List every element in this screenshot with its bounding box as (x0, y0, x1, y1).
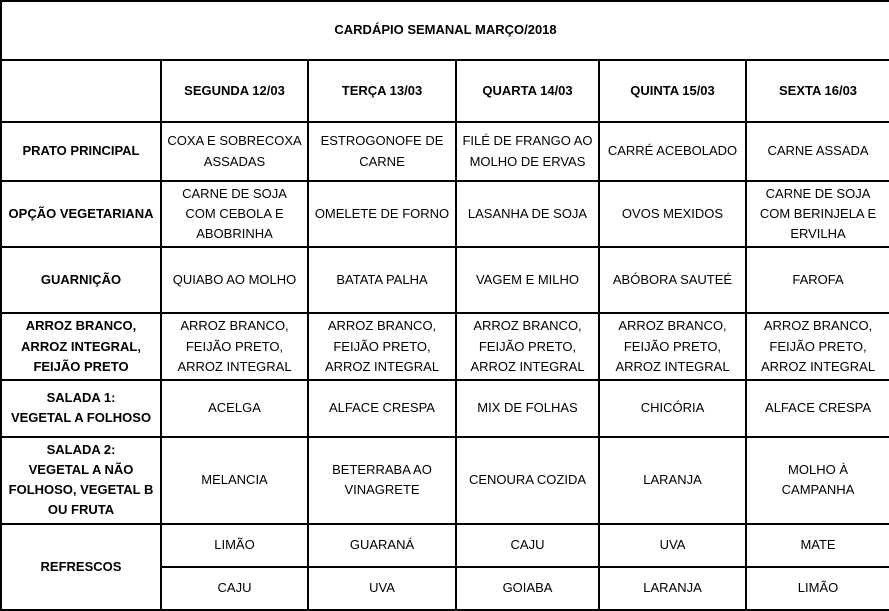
table-row-arroz-feijao: ARROZ BRANCO, ARROZ INTEGRAL, FEIJÃO PRE… (0, 312, 889, 381)
day-header-thursday: QUINTA 15/03 (598, 59, 747, 123)
menu-cell: QUIABO AO MOLHO (160, 246, 309, 315)
menu-cell: CAJU (455, 522, 600, 568)
row-label-salada-2: SALADA 2: VEGETAL A NÃO FOLHOSO, VEGETAL… (0, 435, 162, 525)
menu-cell: ALFACE CRESPA (744, 378, 889, 438)
row-label-arroz-feijao: ARROZ BRANCO, ARROZ INTEGRAL, FEIJÃO PRE… (0, 312, 162, 381)
menu-cell: MIX DE FOLHAS (455, 378, 600, 438)
day-header-friday: SEXTA 16/03 (744, 59, 889, 123)
menu-cell: ARROZ BRANCO, FEIJÃO PRETO, ARROZ INTEGR… (744, 312, 889, 381)
table-row-opcao-vegetariana: OPÇÃO VEGETARIANA CARNE DE SOJA COM CEBO… (0, 179, 889, 249)
menu-cell: OMELETE DE FORNO (307, 179, 457, 249)
menu-cell: VAGEM E MILHO (455, 246, 600, 315)
day-header-tuesday: TERÇA 13/03 (307, 59, 457, 123)
row-label-guarnicao: GUARNIÇÃO (0, 246, 162, 315)
menu-cell: GUARANÁ (307, 522, 457, 568)
menu-cell: CENOURA COZIDA (455, 435, 600, 525)
menu-cell: MOLHO À CAMPANHA (744, 435, 889, 525)
menu-cell: ALFACE CRESPA (307, 378, 457, 438)
menu-cell: ARROZ BRANCO, FEIJÃO PRETO, ARROZ INTEGR… (598, 312, 747, 381)
menu-cell: ESTROGONOFE DE CARNE (307, 121, 457, 182)
menu-cell: BETERRABA AO VINAGRETE (307, 435, 457, 525)
day-header-monday: SEGUNDA 12/03 (160, 59, 309, 123)
menu-cell: CARNE DE SOJA COM BERINJELA E ERVILHA (744, 179, 889, 249)
menu-cell: LARANJA (598, 435, 747, 525)
menu-cell: COXA E SOBRECOXA ASSADAS (160, 121, 309, 182)
header-row: SEGUNDA 12/03 TERÇA 13/03 QUARTA 14/03 Q… (0, 59, 889, 123)
menu-cell: OVOS MEXIDOS (598, 179, 747, 249)
menu-cell: LASANHA DE SOJA (455, 179, 600, 249)
row-label-refrescos: REFRESCOS (0, 522, 162, 611)
menu-cell: GOIABA (455, 565, 600, 611)
menu-cell: CARNE DE SOJA COM CEBOLA E ABOBRINHA (160, 179, 309, 249)
menu-cell: ARROZ BRANCO, FEIJÃO PRETO, ARROZ INTEGR… (455, 312, 600, 381)
menu-cell: FAROFA (744, 246, 889, 315)
row-label-opcao-vegetariana: OPÇÃO VEGETARIANA (0, 179, 162, 249)
table-row-salada-1: SALADA 1: VEGETAL A FOLHOSO ACELGA ALFAC… (0, 378, 889, 438)
menu-cell: ABÓBORA SAUTEÉ (598, 246, 747, 315)
title-row: CARDÁPIO SEMANAL MARÇO/2018 (0, 0, 889, 61)
menu-cell: MATE (744, 522, 889, 568)
menu-cell: CAJU (160, 565, 309, 611)
menu-cell: ARROZ BRANCO, FEIJÃO PRETO, ARROZ INTEGR… (160, 312, 309, 381)
day-header-wednesday: QUARTA 14/03 (455, 59, 600, 123)
menu-cell: CARNE ASSADA (744, 121, 889, 182)
corner-cell (0, 59, 162, 123)
menu-cell: BATATA PALHA (307, 246, 457, 315)
menu-cell: UVA (598, 522, 747, 568)
table-row-guarnicao: GUARNIÇÃO QUIABO AO MOLHO BATATA PALHA V… (0, 246, 889, 315)
page-title: CARDÁPIO SEMANAL MARÇO/2018 (0, 0, 889, 61)
menu-cell: LARANJA (598, 565, 747, 611)
table-row-salada-2: SALADA 2: VEGETAL A NÃO FOLHOSO, VEGETAL… (0, 435, 889, 525)
table-row-refrescos-1: REFRESCOS LIMÃO GUARANÁ CAJU UVA MATE (0, 522, 889, 611)
table-row-refrescos-2: CAJU UVA GOIABA LARANJA LIMÃO (1, 565, 889, 611)
menu-cell: ARROZ BRANCO, FEIJÃO PRETO, ARROZ INTEGR… (307, 312, 457, 381)
menu-cell: FILÉ DE FRANGO AO MOLHO DE ERVAS (455, 121, 600, 182)
row-label-prato-principal: PRATO PRINCIPAL (0, 121, 162, 182)
menu-cell: ACELGA (160, 378, 309, 438)
menu-cell: UVA (307, 565, 457, 611)
menu-cell: CHICÓRIA (598, 378, 747, 438)
row-label-salada-1: SALADA 1: VEGETAL A FOLHOSO (0, 378, 162, 438)
table-row-prato-principal: PRATO PRINCIPAL COXA E SOBRECOXA ASSADAS… (0, 121, 889, 182)
menu-cell: CARRÉ ACEBOLADO (598, 121, 747, 182)
menu-cell: LIMÃO (744, 565, 889, 611)
menu-cell: LIMÃO (160, 522, 309, 568)
menu-cell: MELANCIA (160, 435, 309, 525)
